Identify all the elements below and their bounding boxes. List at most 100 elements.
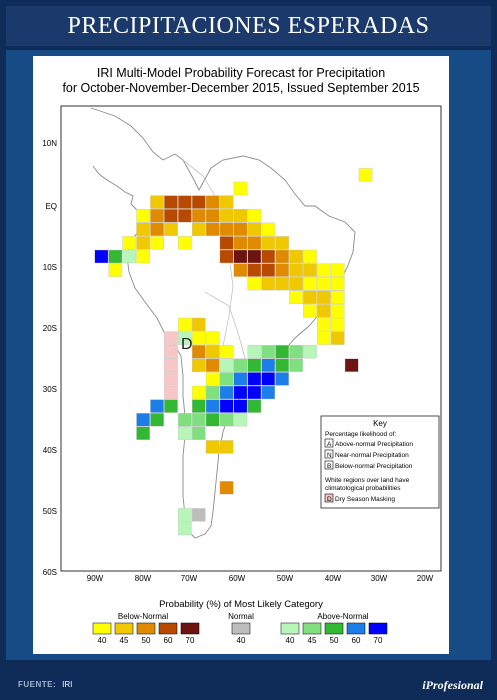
key-letter-box-a: [324, 438, 334, 448]
forecast-cell: [219, 236, 234, 250]
legend-above-label: Above-Normal: [317, 612, 368, 621]
forecast-cell: [317, 276, 331, 291]
footer: FUENTE: IRI iProfesional: [0, 668, 497, 700]
legend-normal-0-value: 40: [237, 636, 246, 645]
forecast-cell: [219, 195, 234, 209]
forecast-cell: [191, 426, 206, 440]
forecast-cell: [330, 290, 345, 305]
forecast-cell: [205, 372, 220, 386]
forecast-cell: [191, 358, 206, 372]
forecast-cell: [247, 236, 262, 250]
forecast-cell: [122, 249, 137, 264]
key-subtitle: Percentage likelihood of:: [325, 431, 396, 438]
forecast-cell: [219, 481, 234, 495]
brand-logo: iProfesional: [422, 678, 483, 692]
map-title-line-1: IRI Multi-Model Probability Forecast for…: [96, 66, 386, 80]
forecast-cell: [247, 385, 262, 400]
forecast-cell: [219, 358, 234, 372]
forecast-cells: [94, 168, 373, 536]
forecast-cell: [177, 426, 192, 440]
forecast-cell: [136, 222, 151, 237]
forecast-cell: [261, 358, 276, 372]
key-letter-b: B: [327, 463, 331, 470]
forecast-cell: [219, 222, 234, 237]
lat-label-eq: EQ: [45, 202, 57, 211]
legend-below-4-value: 70: [186, 636, 195, 645]
lon-label-50w: 50W: [277, 574, 294, 583]
forecast-cell: [247, 208, 262, 223]
forecast-cell: [247, 372, 262, 386]
forecast-cell: [247, 358, 262, 372]
forecast-cell: [205, 195, 220, 209]
legend-normal-0-swatch: [231, 622, 251, 635]
forecast-cell: [191, 317, 206, 332]
forecast-cell: [191, 222, 206, 237]
forecast-cell: [247, 399, 262, 413]
forecast-cell: [164, 399, 178, 413]
forecast-cell: [205, 399, 220, 413]
forecast-cell: [164, 208, 178, 223]
forecast-cell: [164, 372, 178, 386]
forecast-cell: [261, 263, 276, 277]
forecast-cell: [205, 440, 220, 454]
forecast-cell: [317, 331, 331, 345]
key-dry-box: [324, 493, 334, 503]
forecast-cell: [177, 508, 192, 522]
legend-below-3-swatch: [158, 622, 178, 635]
lon-label-80w: 80W: [135, 574, 152, 583]
forecast-cell: [205, 222, 220, 237]
forecast-cell: [150, 195, 164, 209]
forecast-cell: [233, 236, 248, 250]
forecast-cell: [317, 290, 331, 305]
probability-legend: Probability (%) of Most Likely Category …: [92, 599, 388, 645]
forecast-cell: [330, 263, 345, 277]
page-title: PRECIPITACIONES ESPERADAS: [67, 12, 430, 39]
legend-above-4-swatch: [368, 622, 388, 635]
forecast-cell: [219, 372, 234, 386]
forecast-cell: [261, 222, 276, 237]
lon-label-30w: 30W: [371, 574, 388, 583]
key-letter-box-b: [324, 460, 334, 470]
legend-below-1-swatch: [114, 622, 134, 635]
forecast-cell: [150, 222, 164, 237]
key-note-line-2: climatological probabilities: [325, 485, 401, 492]
forecast-cell: [330, 317, 345, 332]
forecast-cell: [205, 413, 220, 427]
legend-below-2-value: 50: [142, 636, 151, 645]
forecast-cell: [219, 413, 234, 427]
forecast-cell: [219, 249, 234, 264]
forecast-cell: [233, 358, 248, 372]
forecast-cell: [303, 345, 317, 359]
lon-label-20w: 20W: [417, 574, 434, 583]
legend-above-0-swatch: [280, 622, 300, 635]
forecast-cell: [164, 195, 178, 209]
forecast-cell: [233, 263, 248, 277]
key-dry-label: Dry Season Masking: [335, 496, 395, 503]
lon-label-70w: 70W: [181, 574, 198, 583]
forecast-cell: [289, 358, 303, 372]
forecast-cell: [122, 236, 137, 250]
legend-above-1-swatch: [302, 622, 322, 635]
forecast-cell: [108, 263, 123, 277]
forecast-cell: [136, 249, 151, 264]
legend-below-2-swatch: [136, 622, 156, 635]
forecast-cell: [261, 345, 276, 359]
forecast-cell: [191, 331, 206, 345]
forecast-cell: [94, 249, 109, 264]
forecast-cell: [233, 413, 248, 427]
forecast-cell: [303, 249, 317, 264]
key-frame: [320, 415, 440, 509]
forecast-cell: [247, 276, 262, 291]
forecast-cell: [317, 263, 331, 277]
forecast-map-card: IRI Multi-Model Probability Forecast for…: [33, 56, 449, 654]
forecast-cell: [164, 385, 178, 400]
lat-label-30s: 30S: [43, 385, 57, 394]
legend-swatches: 40 45 50 60 70 40 40 45 50 60 70: [92, 622, 388, 645]
forecast-cell: [205, 345, 220, 359]
forecast-cell: [177, 236, 192, 250]
legend-above-3-swatch: [346, 622, 366, 635]
forecast-cell: [164, 345, 178, 359]
lat-label-60s: 60S: [43, 568, 57, 577]
forecast-cell: [330, 331, 345, 345]
forecast-cell: [219, 440, 234, 454]
